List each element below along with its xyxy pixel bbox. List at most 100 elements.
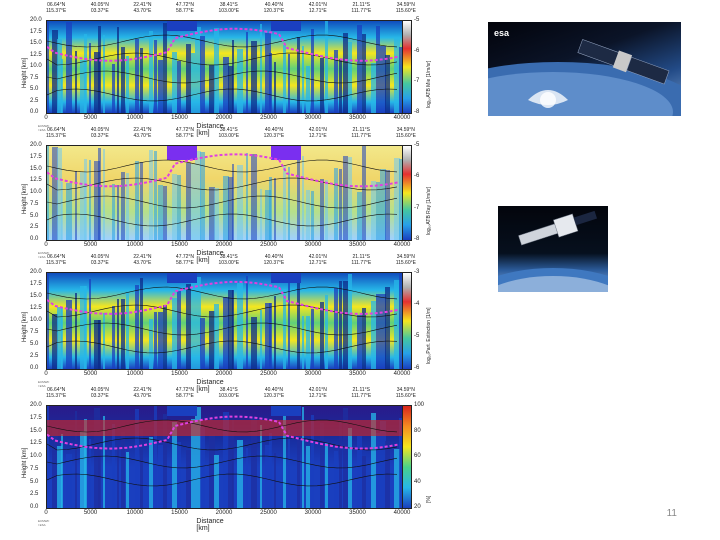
image-credit: ECMWF / ESA bbox=[38, 380, 50, 388]
y-tick-label: 17.5 bbox=[30, 28, 42, 35]
y-tick-label: 0.0 bbox=[30, 109, 39, 115]
image-credit: ECMWF / ESA bbox=[38, 251, 50, 259]
y-tick-label: 0.0 bbox=[30, 504, 39, 510]
y-tick-label: 20.0 bbox=[30, 402, 42, 408]
y-tick-label: 20.0 bbox=[30, 269, 42, 275]
curtain-plot bbox=[46, 272, 404, 370]
tropopause-line bbox=[47, 153, 400, 188]
coordinate-label: 06.64°N 115.37°E bbox=[46, 127, 67, 139]
curtain-plot bbox=[46, 20, 404, 114]
colorbar-tick-label: -8 bbox=[414, 109, 420, 115]
x-tick-label: 30000 bbox=[304, 242, 322, 248]
coordinate-label: 06.64°N 115.37°E bbox=[46, 254, 67, 266]
y-tick-label: 12.5 bbox=[30, 305, 42, 311]
coordinate-label: 38.41°S 103.00°E bbox=[218, 387, 240, 399]
curtain-plot bbox=[46, 405, 404, 509]
earth-cloud-swirl bbox=[488, 39, 681, 116]
y-tick-label: 2.5 bbox=[30, 353, 39, 359]
coordinate-label: 06.64°N 115.37°E bbox=[46, 2, 67, 14]
x-tick-label: 35000 bbox=[349, 371, 366, 377]
coordinate-label: 40.05°N 03.37°E bbox=[90, 2, 109, 14]
x-tick-label: 25000 bbox=[260, 510, 277, 516]
y-tick-label: 2.5 bbox=[30, 491, 39, 498]
tropopause-line bbox=[47, 280, 400, 315]
coordinate-label: 42.01°N 12.71°E bbox=[308, 127, 327, 139]
coordinate-labels: 06.64°N 115.37°E 40.05°N 03.37°E 22.41°N 4… bbox=[46, 127, 416, 139]
colorbar-tick-label: -4 bbox=[414, 301, 420, 307]
colorbar-tick-label: -5 bbox=[414, 333, 420, 339]
x-tick-label: 15000 bbox=[171, 115, 188, 121]
y-tick-label: 12.5 bbox=[30, 51, 42, 58]
colorbar-tick-label: -5 bbox=[414, 142, 420, 148]
tropopause-line bbox=[47, 27, 400, 62]
y-tick-label: 15.0 bbox=[30, 40, 42, 46]
coordinate-label: 40.40°N 120.37°E bbox=[263, 2, 285, 14]
earthcare-satellite-graphic bbox=[498, 210, 608, 292]
colorbar-tick-label: 80 bbox=[414, 427, 421, 434]
coordinate-label: 34.59°N 115.60°E bbox=[395, 254, 416, 266]
curtain-plot bbox=[46, 145, 404, 241]
coordinate-label: 22.41°N 43.70°E bbox=[133, 254, 152, 266]
x-tick-label: 40000 bbox=[393, 371, 411, 377]
colorbar-label: log₁₀ATB Ray [1/m/sr] bbox=[426, 186, 432, 235]
y-tick-label: 7.5 bbox=[30, 200, 39, 207]
x-tick-label: 5000 bbox=[83, 371, 98, 377]
coordinate-labels: 06.64°N 115.37°E 40.05°N 03.37°E 22.41°N 4… bbox=[46, 254, 416, 266]
y-tick-label: 7.5 bbox=[30, 329, 39, 335]
x-tick-label: 15000 bbox=[171, 371, 188, 377]
y-tick-label: 7.5 bbox=[30, 465, 39, 472]
coordinate-label: 40.05°N 03.37°E bbox=[90, 387, 109, 399]
colorbar-tick-label: -5 bbox=[414, 17, 420, 23]
colorbar-tick-label: -8 bbox=[414, 236, 420, 242]
y-tick-label: 20.0 bbox=[30, 142, 42, 148]
x-tick-label: 20000 bbox=[215, 371, 233, 377]
x-tick-label: 35000 bbox=[349, 115, 366, 121]
y-axis-label: Height [km] bbox=[22, 311, 28, 342]
x-tick-label: 20000 bbox=[215, 510, 233, 516]
y-tick-label: 0.0 bbox=[30, 365, 39, 371]
y-tick-label: 10.0 bbox=[30, 317, 42, 323]
coordinate-label: 22.41°N 43.70°E bbox=[133, 2, 152, 14]
x-axis-label: Distance [km] bbox=[196, 518, 224, 532]
tropopause-line bbox=[47, 415, 400, 450]
coordinate-labels: 06.64°N 115.37°E 40.05°N 03.37°E 22.41°N 4… bbox=[46, 387, 416, 399]
coordinate-label: 21.11°S 111.77°E bbox=[351, 127, 372, 139]
y-tick-label: 17.5 bbox=[30, 414, 42, 421]
coordinate-label: 34.59°N 115.60°E bbox=[395, 2, 416, 14]
colorbar-tick-label: -3 bbox=[414, 269, 420, 275]
x-tick-label: 10000 bbox=[126, 115, 144, 121]
coordinate-labels: 06.64°N 115.37°E 40.05°N 03.37°E 22.41°N 4… bbox=[46, 2, 416, 14]
colorbar-tick-label: 40 bbox=[414, 478, 421, 485]
x-tick-label: 25000 bbox=[260, 115, 277, 121]
y-tick-label: 15.0 bbox=[30, 427, 42, 434]
x-tick-label: 15000 bbox=[171, 242, 188, 248]
x-axis-label: Distance [km] bbox=[196, 379, 224, 393]
y-tick-label: 2.5 bbox=[30, 224, 39, 231]
x-axis-label: Distance [km] bbox=[196, 250, 224, 264]
x-tick-label: 0 bbox=[44, 242, 48, 248]
coordinate-label: 22.41°N 43.70°E bbox=[133, 387, 152, 399]
x-tick-label: 35000 bbox=[349, 242, 366, 248]
colorbar bbox=[402, 272, 412, 370]
x-tick-label: 10000 bbox=[126, 242, 144, 248]
coordinate-label: 47.72°N 58.77°E bbox=[175, 254, 195, 266]
y-tick-label: 10.0 bbox=[30, 189, 42, 195]
x-tick-label: 5000 bbox=[83, 510, 98, 516]
curtain-texture bbox=[47, 21, 403, 113]
y-tick-label: 2.5 bbox=[30, 97, 39, 104]
colorbar bbox=[402, 405, 412, 509]
x-tick-label: 0 bbox=[44, 371, 48, 377]
y-tick-label: 5.0 bbox=[30, 478, 39, 485]
x-axis-label: Distance [km] bbox=[196, 123, 224, 137]
colorbar bbox=[402, 20, 412, 114]
y-axis-label: Height [km] bbox=[22, 57, 28, 88]
x-tick-label: 20000 bbox=[215, 242, 233, 248]
coordinate-label: 40.40°N 120.37°E bbox=[263, 254, 285, 266]
x-tick-label: 40000 bbox=[393, 510, 411, 516]
page-number: 11 bbox=[666, 508, 677, 519]
esa-satellite-photo: esa bbox=[488, 22, 681, 116]
x-tick-label: 0 bbox=[44, 115, 48, 121]
x-tick-label: 10000 bbox=[126, 510, 144, 516]
x-tick-label: 30000 bbox=[304, 115, 322, 121]
esa-logo-text: esa bbox=[494, 28, 510, 38]
